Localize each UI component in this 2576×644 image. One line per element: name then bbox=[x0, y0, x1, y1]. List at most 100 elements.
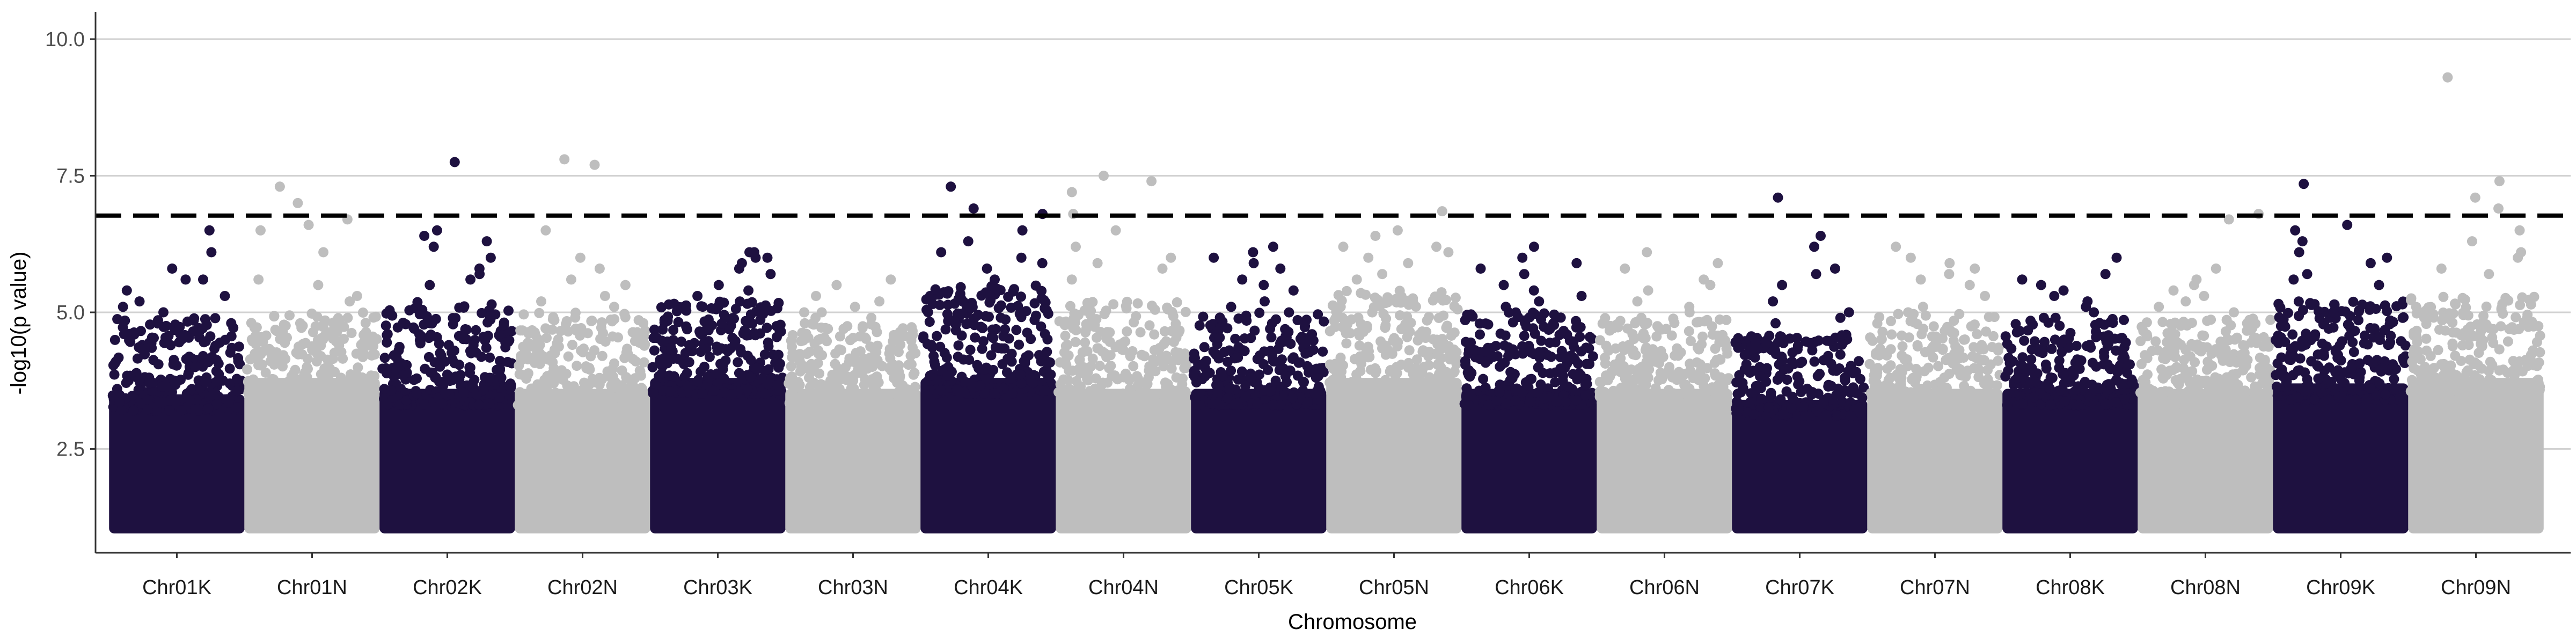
point bbox=[942, 370, 953, 381]
data-points bbox=[107, 72, 2545, 534]
point bbox=[609, 392, 620, 403]
point bbox=[1932, 399, 1943, 410]
top-hit-point bbox=[1437, 206, 1447, 217]
point bbox=[180, 330, 191, 340]
point bbox=[232, 402, 243, 413]
point bbox=[269, 311, 280, 321]
point bbox=[1173, 347, 1184, 358]
point bbox=[2529, 291, 2540, 302]
top-hit-point bbox=[2089, 307, 2099, 318]
point bbox=[2481, 301, 2492, 312]
point bbox=[858, 321, 868, 332]
point bbox=[1075, 368, 1086, 379]
point bbox=[2115, 333, 2126, 344]
point bbox=[409, 324, 420, 334]
point bbox=[184, 352, 195, 362]
point bbox=[125, 370, 136, 381]
point bbox=[1893, 309, 1904, 319]
point bbox=[692, 376, 703, 387]
point bbox=[889, 373, 899, 383]
dense-points-Chr09K bbox=[2273, 383, 2409, 534]
point bbox=[2398, 312, 2409, 323]
point bbox=[733, 357, 743, 368]
point bbox=[1241, 316, 1252, 326]
point bbox=[786, 361, 796, 372]
x-tick-label-Chr04K: Chr04K bbox=[954, 576, 1023, 599]
point bbox=[759, 349, 770, 360]
point bbox=[826, 399, 837, 409]
point bbox=[1545, 324, 1555, 334]
point bbox=[977, 343, 987, 354]
point bbox=[561, 316, 572, 326]
point bbox=[1872, 318, 1883, 329]
point bbox=[539, 352, 549, 362]
point bbox=[2180, 318, 2191, 329]
point bbox=[1622, 367, 1633, 377]
point bbox=[1563, 381, 1574, 392]
point bbox=[2532, 361, 2542, 371]
point bbox=[437, 398, 448, 409]
top-hit-point bbox=[1157, 264, 1168, 274]
point bbox=[1968, 396, 1979, 407]
point bbox=[1710, 370, 1721, 381]
point bbox=[1249, 325, 1260, 336]
point bbox=[1627, 329, 1638, 340]
point bbox=[969, 320, 980, 331]
point bbox=[258, 336, 268, 347]
point bbox=[277, 361, 288, 372]
point bbox=[495, 363, 505, 374]
point bbox=[1275, 400, 1286, 411]
point bbox=[641, 398, 652, 408]
point bbox=[724, 324, 735, 334]
point bbox=[2473, 348, 2484, 358]
top-hit-point bbox=[810, 312, 821, 323]
point bbox=[1122, 326, 1132, 337]
point bbox=[1804, 411, 1814, 421]
point bbox=[465, 368, 475, 378]
point bbox=[133, 384, 144, 395]
point bbox=[1277, 354, 1287, 365]
point bbox=[1019, 356, 1029, 367]
point bbox=[2176, 339, 2186, 350]
top-hit-point bbox=[1377, 269, 1388, 280]
point bbox=[1449, 327, 1460, 338]
top-hit-point bbox=[1576, 291, 1587, 301]
point bbox=[1538, 368, 1548, 378]
point bbox=[2293, 365, 2303, 376]
point bbox=[1745, 397, 1755, 407]
point bbox=[1006, 302, 1016, 313]
point bbox=[1208, 399, 1218, 409]
point bbox=[1641, 356, 1652, 367]
point bbox=[679, 359, 690, 369]
point bbox=[391, 364, 401, 375]
point bbox=[113, 352, 124, 363]
point bbox=[1781, 386, 1792, 397]
point bbox=[940, 324, 951, 335]
point bbox=[941, 352, 952, 363]
point bbox=[2476, 339, 2486, 349]
point bbox=[2272, 390, 2283, 401]
x-tick-label-Chr02N: Chr02N bbox=[547, 576, 618, 599]
point bbox=[2246, 337, 2257, 348]
point bbox=[957, 308, 968, 319]
point bbox=[1007, 388, 1018, 399]
point bbox=[657, 324, 668, 335]
point bbox=[1899, 389, 1909, 400]
point bbox=[1128, 361, 1139, 371]
point bbox=[364, 387, 375, 398]
top-hit-point bbox=[743, 285, 754, 296]
point bbox=[205, 331, 216, 342]
point bbox=[1543, 383, 1553, 394]
point bbox=[1561, 351, 1571, 362]
top-hit-point bbox=[874, 296, 885, 307]
point bbox=[2354, 358, 2365, 369]
point bbox=[763, 337, 773, 348]
top-hit-point bbox=[589, 159, 600, 170]
point bbox=[1036, 293, 1047, 304]
point bbox=[2190, 357, 2200, 368]
point bbox=[302, 372, 312, 383]
top-hit-point bbox=[559, 154, 570, 165]
point bbox=[1478, 374, 1489, 384]
point bbox=[2057, 347, 2067, 357]
